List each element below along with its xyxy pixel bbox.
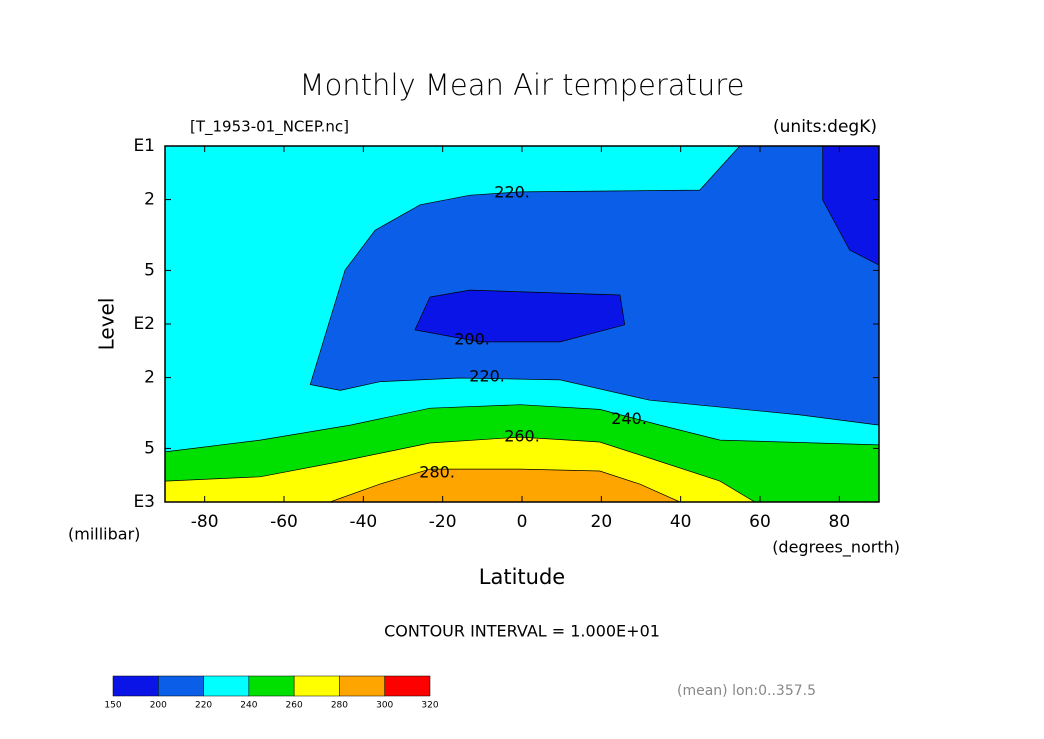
contour-region bbox=[309, 146, 879, 426]
x-tick-label: -20 bbox=[429, 512, 457, 532]
colorbar-label: 220 bbox=[195, 701, 212, 711]
footer: (mean) lon:0..357.5 bbox=[677, 683, 816, 699]
contour-label: 200. bbox=[454, 330, 490, 349]
y-tick-label: 2 bbox=[144, 190, 155, 210]
colorbar-box bbox=[248, 675, 295, 697]
y-tick-label: E2 bbox=[133, 314, 155, 334]
x-tick-label: -80 bbox=[191, 512, 219, 532]
colorbar-box bbox=[158, 675, 204, 697]
y-tick-label: E3 bbox=[133, 492, 155, 512]
colorbar-label: 260 bbox=[286, 701, 303, 711]
contour-label: 220. bbox=[469, 366, 505, 385]
colorbar-box bbox=[339, 675, 385, 697]
colorbar-box bbox=[203, 675, 250, 697]
chart-title: Monthly Mean Air temperature bbox=[300, 68, 745, 102]
colorbar-label: 320 bbox=[421, 701, 438, 711]
x-tick-label: 60 bbox=[749, 512, 771, 532]
colorbar-box bbox=[384, 675, 431, 697]
contour-label: 260. bbox=[504, 427, 540, 446]
y-tick-label: E1 bbox=[133, 136, 155, 156]
x-tick-label: -60 bbox=[270, 512, 298, 532]
contour-interval: CONTOUR INTERVAL = 1.000E+01 bbox=[384, 622, 660, 641]
y-axis-label: Level bbox=[95, 298, 119, 351]
units-label: (units:degK) bbox=[773, 117, 877, 137]
contour-label: 280. bbox=[419, 463, 455, 482]
contour-region bbox=[329, 468, 681, 502]
x-axis-label: Latitude bbox=[479, 565, 565, 589]
y-tick-label: 5 bbox=[144, 260, 155, 280]
contour-region bbox=[822, 146, 879, 266]
colorbar-box bbox=[293, 675, 340, 697]
x-units: (degrees_north) bbox=[772, 538, 900, 558]
x-tick-label: 40 bbox=[670, 512, 692, 532]
x-tick-label: 80 bbox=[829, 512, 851, 532]
subtitle: [T_1953-01_NCEP.nc] bbox=[190, 118, 349, 137]
colorbar-box bbox=[112, 675, 159, 697]
colorbar-label: 200 bbox=[150, 701, 167, 711]
contour-label: 240. bbox=[611, 409, 647, 428]
contour-label: 220. bbox=[494, 183, 530, 202]
colorbar-label: 240 bbox=[240, 701, 257, 711]
y-tick-label: 5 bbox=[144, 438, 155, 458]
x-tick-label: 0 bbox=[517, 512, 528, 532]
x-tick-label: 20 bbox=[591, 512, 613, 532]
colorbar-label: 280 bbox=[331, 701, 348, 711]
colorbar-label: 150 bbox=[104, 701, 121, 711]
y-tick-label: 2 bbox=[144, 368, 155, 388]
contour-region bbox=[414, 289, 626, 343]
x-tick-label: -40 bbox=[349, 512, 377, 532]
y-units: (millibar) bbox=[68, 525, 140, 544]
colorbar-label: 300 bbox=[376, 701, 393, 711]
